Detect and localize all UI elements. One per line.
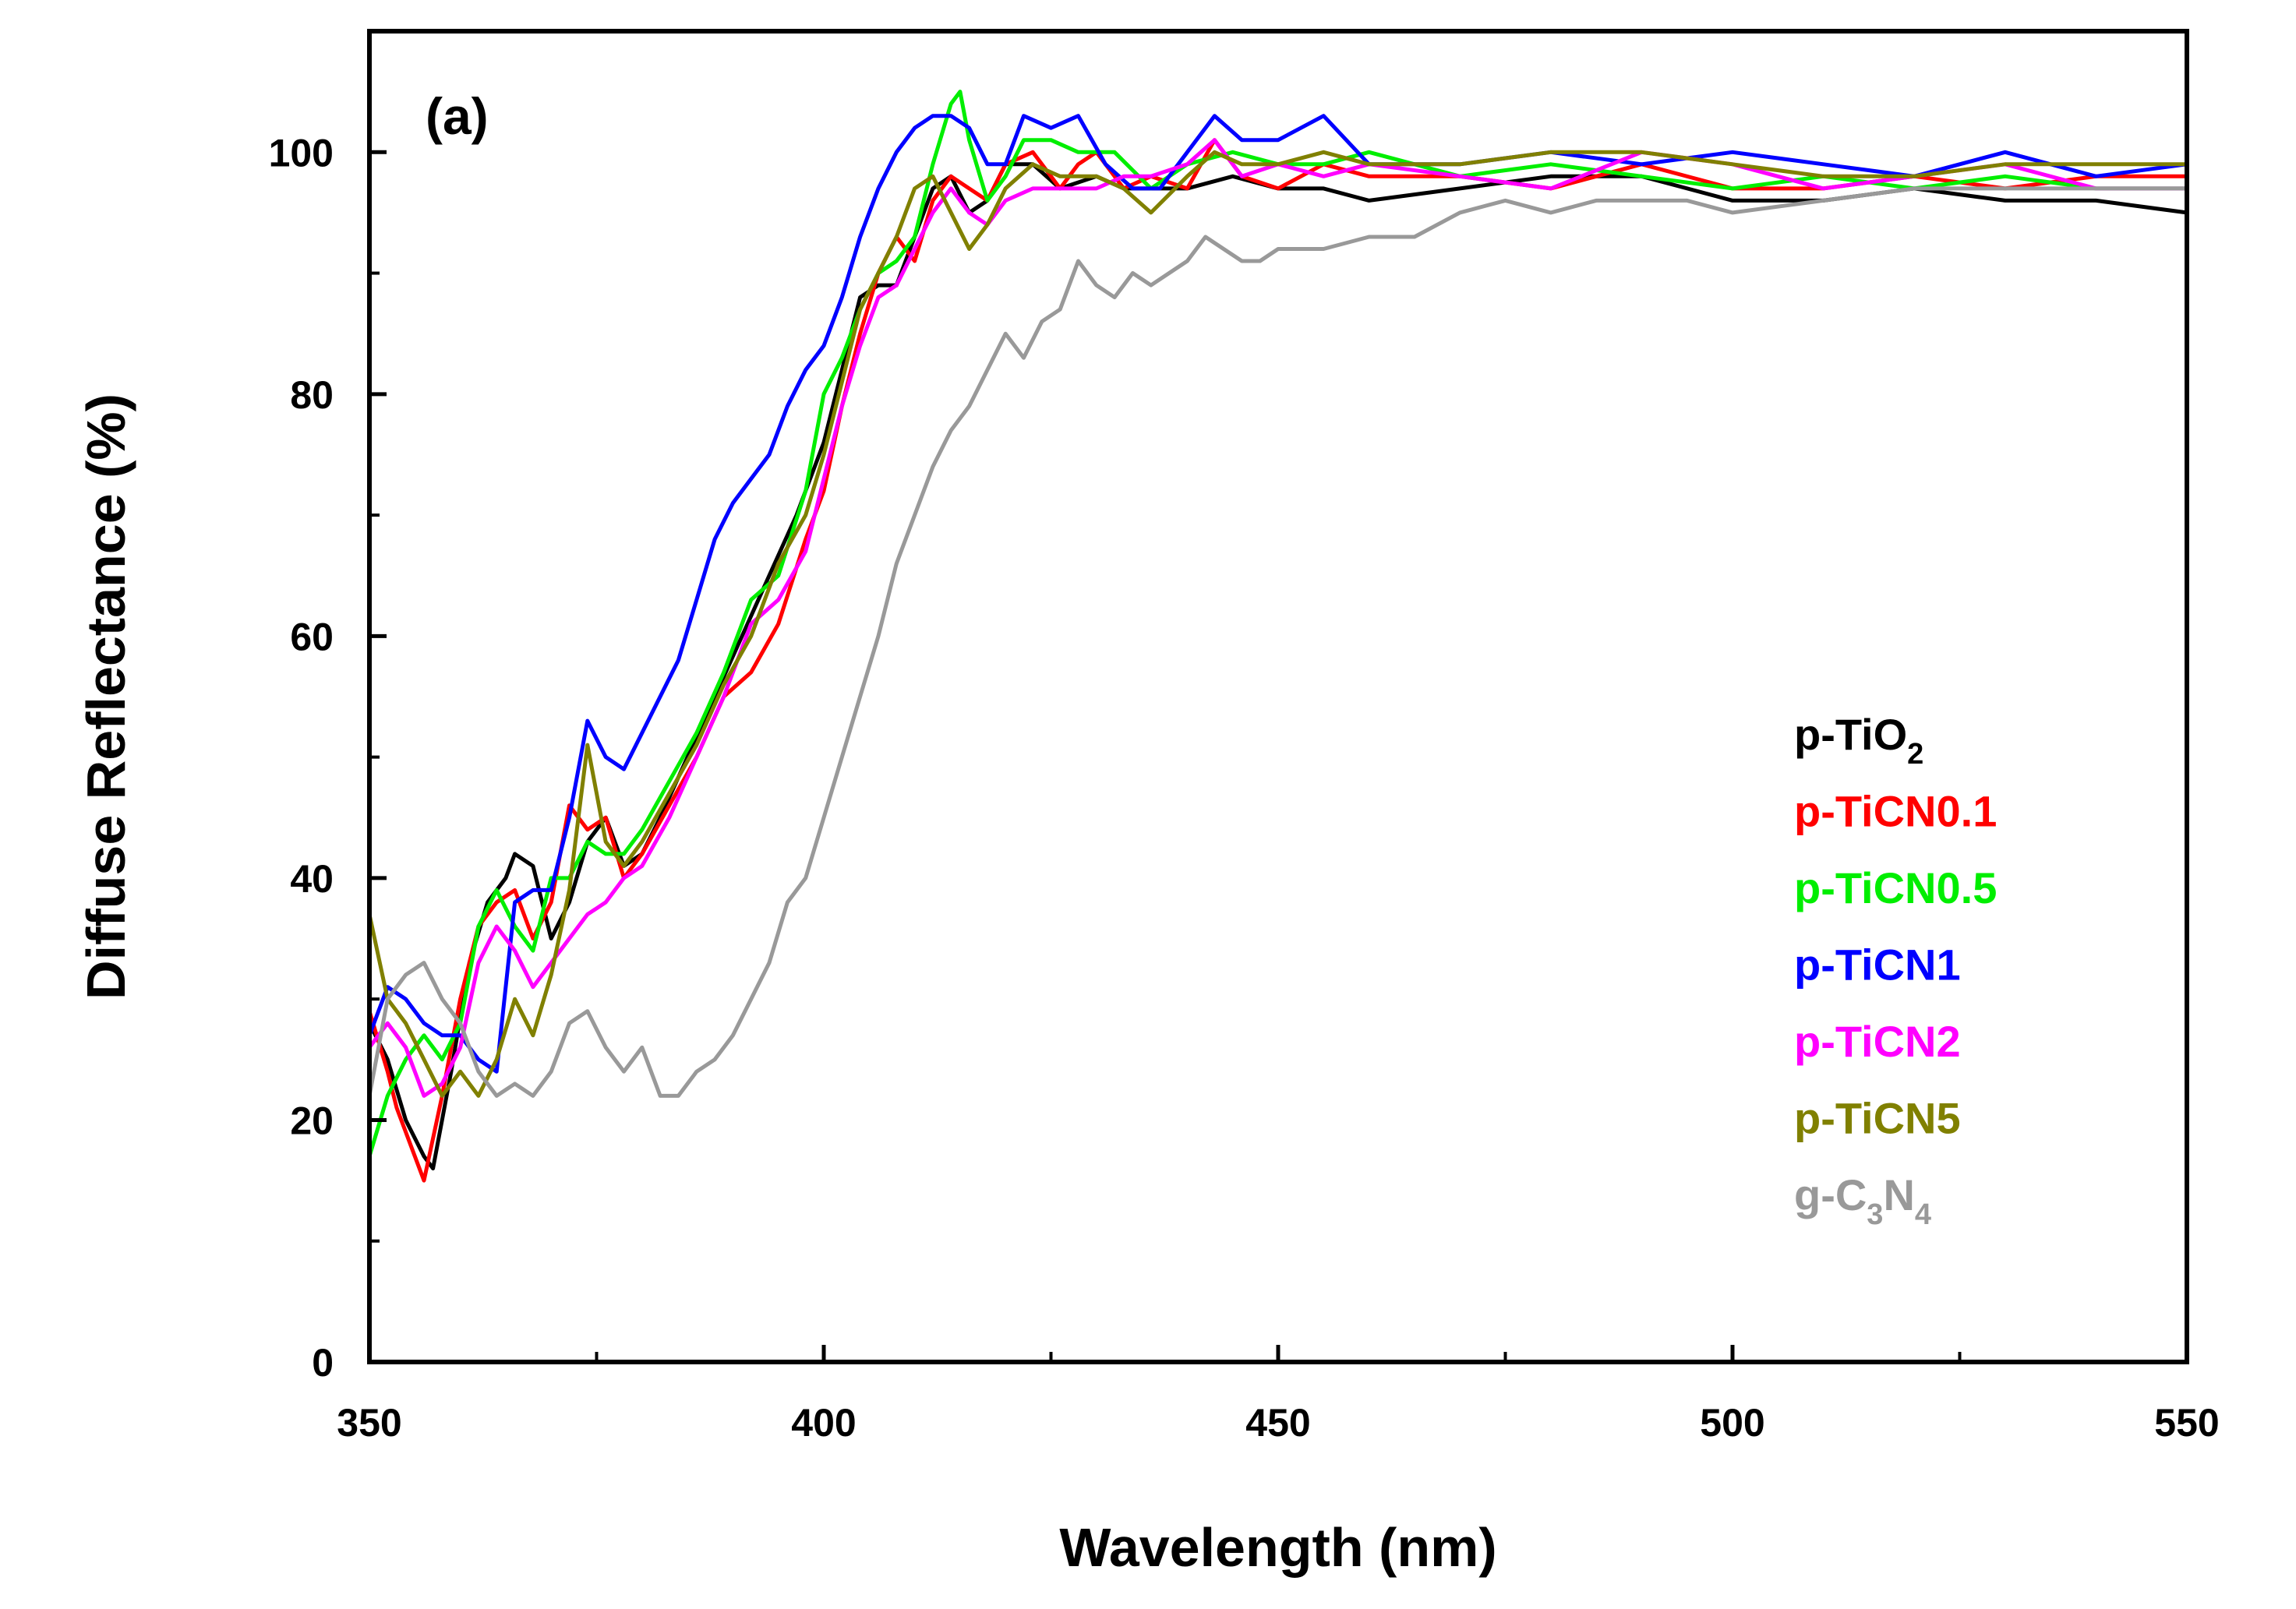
y-tick-label: 20 bbox=[290, 1099, 334, 1142]
series-layer bbox=[367, 90, 2189, 1183]
legend-label: p-TiCN1 bbox=[1794, 940, 1961, 990]
legend-entry-p-ticn2: p-TiCN2 bbox=[1794, 1017, 1961, 1066]
legend-entry-g-c3n4: g-C3N4 bbox=[1794, 1170, 1931, 1231]
x-tick-label: 500 bbox=[1700, 1401, 1764, 1445]
series-line-p-ticn0-5 bbox=[367, 90, 2189, 1159]
x-tick-label: 400 bbox=[791, 1401, 856, 1445]
series-line-p-ticn1 bbox=[367, 114, 2189, 1074]
series-line-p-tio2 bbox=[367, 162, 2189, 1171]
x-tick-label: 450 bbox=[1245, 1401, 1310, 1445]
x-tick-label: 350 bbox=[337, 1401, 401, 1445]
legend-label: p-TiCN2 bbox=[1794, 1017, 1961, 1066]
y-tick-label: 40 bbox=[290, 857, 334, 901]
legend-entry-p-ticn5: p-TiCN5 bbox=[1794, 1094, 1961, 1143]
legend-label: p-TiCN5 bbox=[1794, 1094, 1961, 1143]
y-tick-label: 100 bbox=[269, 131, 334, 175]
legend-label: p-TiCN0.5 bbox=[1794, 863, 1997, 912]
legend: p-TiO2 p-TiCN0.1 p-TiCN0.5 p-TiCN1 p-TiCN2 p-… bbox=[1794, 710, 1997, 1231]
axis-layer: 350 400 450 500 550 0 20 40 60 80 100 bbox=[269, 131, 2220, 1445]
series-line-p-ticn5 bbox=[367, 150, 2189, 1098]
y-tick-label: 80 bbox=[290, 373, 334, 417]
legend-subscript: 2 bbox=[1907, 738, 1923, 771]
legend-entry-p-ticn0-5: p-TiCN0.5 bbox=[1794, 863, 1997, 912]
series-line-g-c3n4 bbox=[367, 186, 2189, 1098]
x-axis-title: Wavelength (nm) bbox=[1059, 1517, 1496, 1578]
y-tick-label: 0 bbox=[312, 1341, 334, 1385]
y-axis-title: Diffuse Reflectance (%) bbox=[76, 393, 136, 1000]
legend-subscript: 4 bbox=[1915, 1198, 1931, 1231]
panel-label: (a) bbox=[426, 87, 489, 145]
series-line-p-ticn2 bbox=[367, 138, 2189, 1098]
y-tick-label: 60 bbox=[290, 615, 334, 658]
legend-entry-p-ticn1: p-TiCN1 bbox=[1794, 940, 1961, 990]
legend-label: p-TiO bbox=[1794, 710, 1907, 759]
x-tick-label: 550 bbox=[2154, 1401, 2219, 1445]
legend-label: p-TiCN0.1 bbox=[1794, 787, 1997, 836]
legend-subscript: 3 bbox=[1867, 1198, 1883, 1231]
legend-label: g-C bbox=[1794, 1170, 1867, 1219]
legend-entry-p-ticn0-1: p-TiCN0.1 bbox=[1794, 787, 1997, 836]
legend-entry-p-tio2: p-TiO2 bbox=[1794, 710, 1923, 771]
legend-label-tail: N bbox=[1883, 1170, 1914, 1219]
